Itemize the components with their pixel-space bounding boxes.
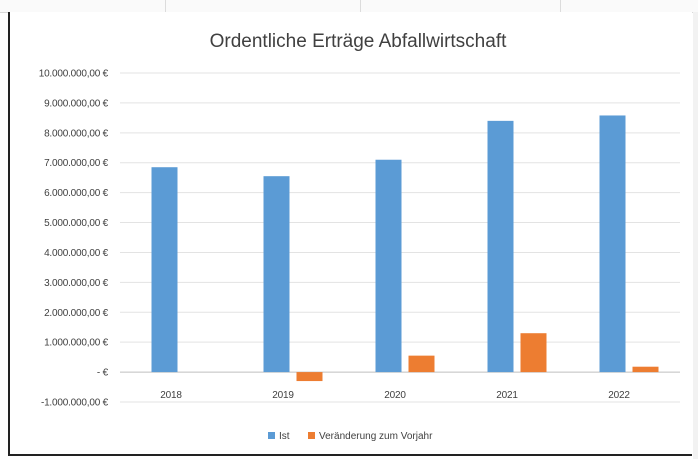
column-divider <box>560 0 561 12</box>
bar-veraenderung <box>520 333 547 373</box>
legend-swatch <box>268 432 275 439</box>
y-tick-label: 4.000.000,00 € <box>44 248 109 259</box>
y-tick-label: 2.000.000,00 € <box>44 308 109 319</box>
bar-ist <box>487 120 514 373</box>
bar-veraenderung <box>296 372 323 382</box>
y-tick-label: 8.000.000,00 € <box>44 128 109 139</box>
chart-title: Ordentliche Erträge Abfallwirtschaft <box>210 31 507 52</box>
column-divider <box>360 0 361 12</box>
x-tick-label: 2020 <box>384 390 406 401</box>
y-tick-label: 3.000.000,00 € <box>44 278 109 289</box>
x-tick-label: 2019 <box>272 390 294 401</box>
legend[interactable]: Ist Veränderung zum Vorjahr <box>268 431 433 442</box>
y-tick-label: 1.000.000,00 € <box>44 338 109 349</box>
bars <box>151 115 659 382</box>
column-divider <box>165 0 166 12</box>
spreadsheet-edge <box>693 12 698 459</box>
y-tick-label: -1.000.000,00 € <box>41 398 109 409</box>
y-tick-label: 5.000.000,00 € <box>44 218 109 229</box>
x-tick-label: 2022 <box>608 390 630 401</box>
bar-veraenderung <box>408 355 435 373</box>
x-tick-label: 2021 <box>496 390 518 401</box>
bar-ist <box>599 115 626 373</box>
legend-label: Ist <box>279 431 290 442</box>
x-axis-ticks: 2018 2019 2020 2021 2022 <box>160 390 630 401</box>
legend-label: Veränderung zum Vorjahr <box>319 431 433 442</box>
y-tick-label: 7.000.000,00 € <box>44 158 109 169</box>
bar-ist <box>151 167 178 373</box>
bar-ist <box>263 176 290 373</box>
y-tick-label: 10.000.000,00 € <box>39 69 109 80</box>
legend-swatch <box>308 432 315 439</box>
y-axis-ticks: 10.000.000,00 € 9.000.000,00 € 8.000.000,0… <box>39 69 109 409</box>
x-tick-label: 2018 <box>160 390 182 401</box>
y-tick-label: 9.000.000,00 € <box>44 98 109 109</box>
chart-area[interactable] <box>8 12 692 456</box>
y-tick-label: - € <box>97 368 109 379</box>
y-tick-label: 6.000.000,00 € <box>44 188 109 199</box>
bar-veraenderung <box>632 366 659 373</box>
bar-ist <box>375 159 402 373</box>
